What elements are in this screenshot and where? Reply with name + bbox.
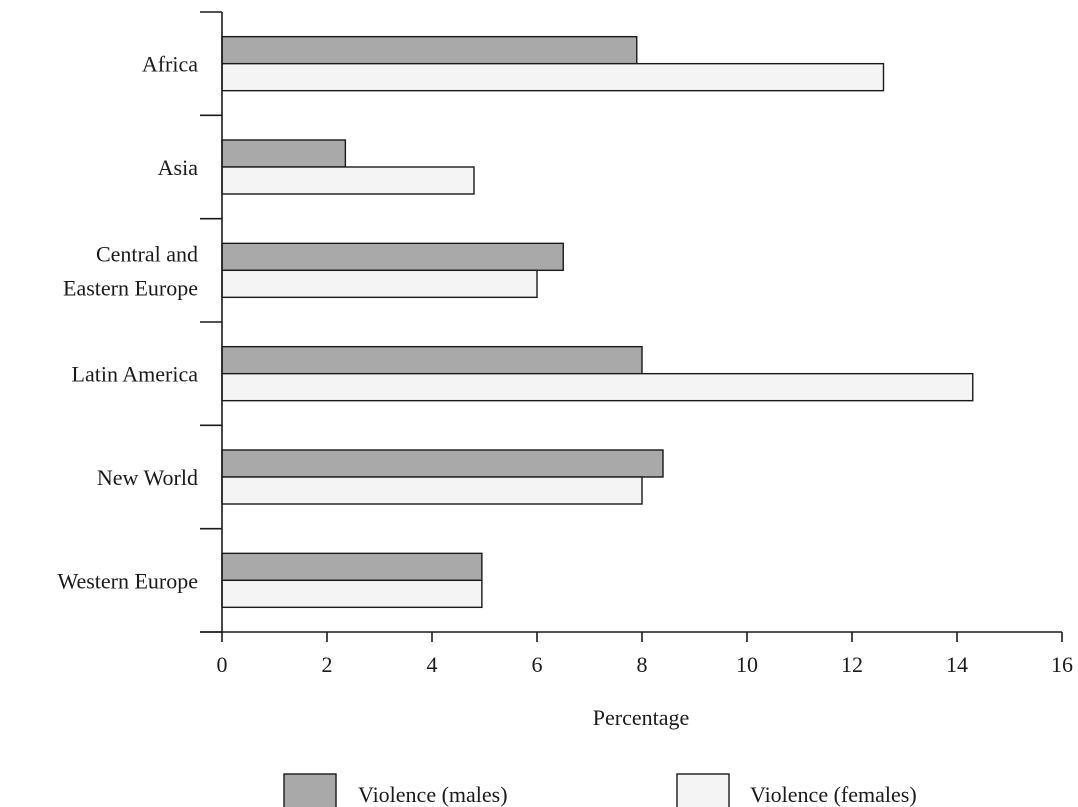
x-axis-title: Percentage bbox=[593, 705, 690, 730]
bar-males-4 bbox=[221, 449, 664, 478]
legend-label-males: Violence (males) bbox=[358, 782, 508, 807]
category-label: Africa bbox=[142, 52, 198, 77]
legend-swatch-males bbox=[283, 773, 337, 807]
x-tick-label: 4 bbox=[427, 652, 438, 677]
axes-group bbox=[200, 11, 1063, 642]
x-tick-label: 10 bbox=[736, 652, 758, 677]
bar-females-5 bbox=[221, 579, 483, 609]
category-label: Eastern Europe bbox=[63, 275, 198, 300]
x-tick-label: 6 bbox=[532, 652, 543, 677]
x-tick-label: 8 bbox=[637, 652, 648, 677]
x-tick-label: 14 bbox=[946, 652, 968, 677]
bar-females-2 bbox=[221, 269, 538, 299]
x-tick-label: 12 bbox=[841, 652, 863, 677]
x-tick-label: 2 bbox=[322, 652, 333, 677]
legend: Violence (males) Violence (females) bbox=[283, 773, 917, 807]
category-label: Central and bbox=[96, 241, 198, 266]
bar-males-5 bbox=[221, 552, 483, 582]
x-tick-label: 16 bbox=[1051, 652, 1073, 677]
bar-females-0 bbox=[221, 62, 885, 92]
category-label: Latin America bbox=[72, 362, 199, 387]
bars-group bbox=[221, 35, 974, 609]
legend-swatch-females bbox=[676, 773, 730, 807]
bar-females-3 bbox=[221, 372, 974, 402]
bar-females-1 bbox=[221, 166, 475, 195]
category-label: Asia bbox=[158, 155, 199, 180]
bar-females-4 bbox=[221, 476, 643, 505]
category-label: New World bbox=[97, 465, 198, 490]
bar-males-1 bbox=[221, 139, 347, 168]
bar-males-2 bbox=[221, 242, 564, 272]
category-labels: Africa Asia Central and Eastern Europe Latin… bbox=[57, 52, 198, 594]
category-label: Western Europe bbox=[57, 568, 198, 593]
bar-males-3 bbox=[221, 345, 643, 375]
bar-males-0 bbox=[221, 35, 638, 65]
x-tick-label: 0 bbox=[217, 652, 228, 677]
legend-label-females: Violence (females) bbox=[750, 782, 917, 807]
tick-labels: 0 2 4 6 8 10 12 14 16 bbox=[217, 652, 1074, 677]
